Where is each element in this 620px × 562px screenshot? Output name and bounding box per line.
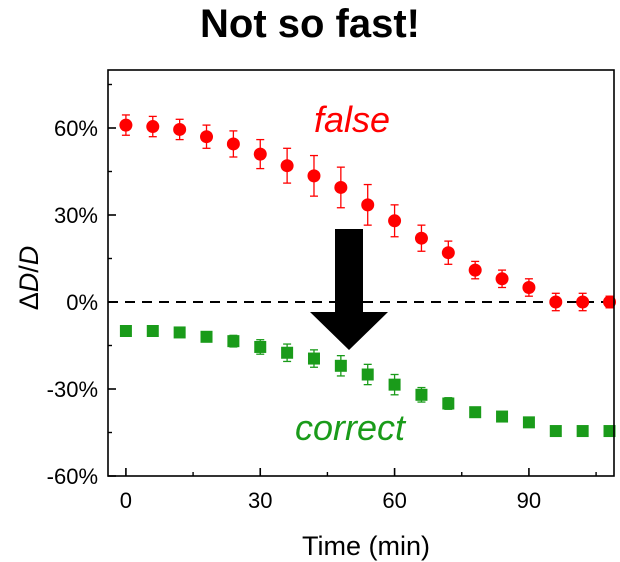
data-point — [388, 214, 402, 228]
data-point — [441, 246, 455, 260]
y-axis-label-part: D — [14, 273, 44, 293]
x-axis-label: Time (min) — [302, 531, 430, 561]
y-axis-label: ΔD/D — [14, 246, 44, 311]
data-point — [119, 118, 133, 132]
data-point — [415, 388, 428, 401]
data-point — [281, 346, 294, 359]
y-axis-label-part: Δ — [14, 292, 44, 310]
data-point — [173, 122, 187, 136]
data-point — [334, 180, 348, 194]
data-point — [603, 425, 616, 438]
y-axis-label-part: / — [14, 265, 44, 273]
data-point — [334, 359, 347, 372]
data-point — [576, 295, 590, 309]
annotation-false: false — [314, 99, 390, 140]
y-tick-label: 30% — [54, 203, 98, 228]
annotation-correct: correct — [295, 407, 407, 448]
data-point — [254, 340, 267, 353]
data-point — [576, 425, 589, 438]
x-tick-label: 0 — [120, 488, 132, 513]
series-false — [119, 114, 617, 312]
data-point — [361, 198, 375, 212]
y-tick-label: -30% — [47, 377, 98, 402]
data-point — [253, 147, 267, 161]
x-tick-label: 90 — [517, 488, 541, 513]
data-point — [414, 231, 428, 245]
data-point — [549, 295, 563, 309]
data-point — [603, 295, 617, 309]
data-point — [469, 406, 482, 419]
data-point — [307, 169, 321, 183]
y-axis-label-part: D — [14, 246, 44, 266]
data-point — [388, 378, 401, 391]
x-tick-label: 30 — [248, 488, 272, 513]
x-tick-label: 60 — [382, 488, 406, 513]
data-point — [227, 335, 240, 348]
arrow-layer — [310, 229, 388, 350]
data-point — [549, 425, 562, 438]
series-correct — [119, 325, 616, 438]
data-point — [361, 368, 374, 381]
data-point — [468, 263, 482, 277]
y-tick-label: -60% — [47, 464, 98, 489]
plot-frame — [107, 69, 615, 477]
tick-layer: 0 30 60 90 -60% -30% 0% 30% 60% — [47, 83, 597, 513]
data-point — [146, 325, 159, 337]
data-point — [496, 410, 509, 423]
data-point — [146, 120, 160, 134]
data-point — [280, 159, 294, 173]
data-point — [522, 416, 535, 429]
data-point — [307, 352, 320, 365]
data-point — [442, 397, 455, 410]
data-point — [119, 325, 132, 337]
data-point — [495, 272, 509, 286]
data-point — [173, 326, 186, 339]
down-arrow-icon — [310, 229, 388, 350]
series-layer — [119, 114, 617, 438]
y-tick-label: 0% — [66, 290, 98, 315]
y-tick-label: 60% — [54, 116, 98, 141]
chart-title: Not so fast! — [200, 2, 420, 46]
data-point — [226, 137, 240, 151]
data-point — [200, 130, 214, 144]
data-point — [200, 330, 213, 343]
data-point — [522, 281, 536, 294]
